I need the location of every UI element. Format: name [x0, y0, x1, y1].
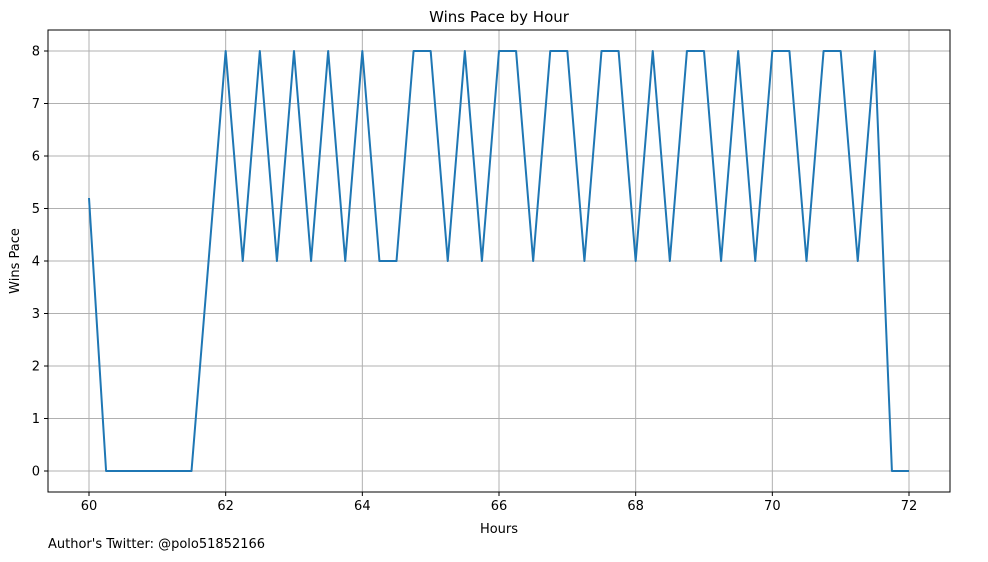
y-tick-label: 5 — [32, 202, 40, 217]
author-footnote: Author's Twitter: @polo51852166 — [48, 537, 266, 552]
x-tick-label: 70 — [764, 499, 781, 514]
axis-ticks: 60 62 64 66 68 70 72 0 1 2 3 4 5 6 7 8 — [32, 45, 918, 515]
y-tick-label: 1 — [32, 412, 40, 427]
x-axis-title: Hours — [480, 522, 518, 537]
y-tick-label: 3 — [32, 307, 40, 322]
grid — [48, 30, 950, 492]
x-tick-label: 66 — [491, 499, 508, 514]
x-tick-label: 62 — [217, 499, 234, 514]
series-line — [88, 50, 909, 472]
y-tick-label: 2 — [32, 360, 40, 375]
x-tick-label: 60 — [81, 499, 98, 514]
x-tick-label: 68 — [627, 499, 644, 514]
y-tick-label: 6 — [32, 150, 40, 165]
y-tick-label: 8 — [32, 45, 40, 60]
y-axis-title: Wins Pace — [8, 228, 23, 294]
chart-title: Wins Pace by Hour — [429, 8, 570, 26]
y-tick-label: 7 — [32, 97, 40, 112]
y-tick-label: 0 — [32, 465, 40, 480]
x-tick-label: 64 — [354, 499, 371, 514]
x-tick-label: 72 — [901, 499, 918, 514]
y-tick-label: 4 — [32, 255, 40, 270]
